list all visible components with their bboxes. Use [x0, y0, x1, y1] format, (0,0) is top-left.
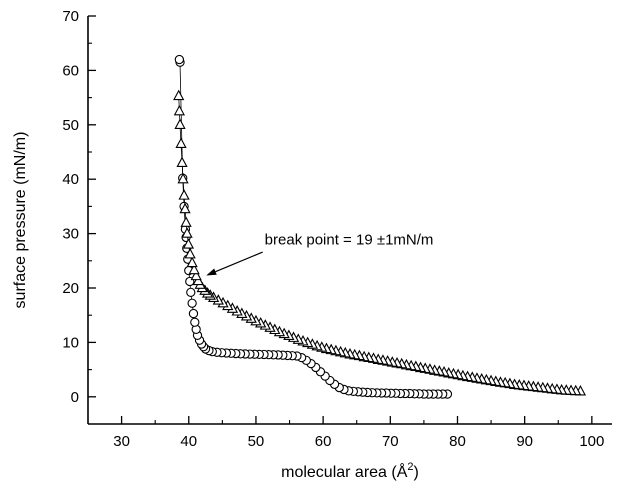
circle-marker — [187, 298, 197, 308]
x-tick-label: 40 — [180, 433, 197, 450]
annotation-text: break point = 19 ±1mN/m — [265, 231, 434, 248]
y-tick-label: 50 — [62, 117, 79, 134]
x-tick-label: 50 — [248, 433, 265, 450]
triangle-marker — [190, 269, 202, 281]
triangle-marker — [173, 104, 185, 116]
y-tick-label: 70 — [62, 8, 79, 25]
x-tick-label: 90 — [516, 433, 533, 450]
annotation: break point = 19 ±1mN/m — [206, 231, 434, 276]
circle-marker — [188, 308, 199, 319]
y-tick-label: 40 — [62, 171, 79, 188]
triangle-marker — [177, 172, 189, 184]
x-tick-label: 60 — [315, 433, 332, 450]
triangle-marker — [173, 89, 185, 101]
triangle-marker — [178, 189, 190, 200]
x-tick-label: 80 — [449, 433, 466, 450]
annotation-arrow-line — [215, 251, 263, 273]
circle-marker — [186, 287, 196, 298]
triangle-marker — [181, 227, 193, 238]
triangle-marker — [180, 216, 192, 227]
y-tick-label: 60 — [62, 62, 79, 79]
y-tick-label: 30 — [62, 226, 79, 243]
y-tick-label: 10 — [62, 334, 79, 351]
triangle-marker — [174, 118, 186, 129]
triangle-marker — [176, 156, 188, 168]
triangle-marker — [184, 247, 196, 259]
annotation-arrowhead — [206, 268, 217, 276]
x-axis-title: molecular area (Å2) — [281, 461, 419, 481]
y-tick-label: 0 — [71, 389, 79, 406]
x-axis-title-close: ) — [414, 464, 419, 481]
series-triangle-isotherm — [173, 89, 587, 396]
x-axis-title-superscript: 2 — [407, 461, 413, 473]
y-axis-title: surface pressure (mN/m) — [12, 132, 29, 309]
triangle-marker — [175, 137, 187, 148]
triangle-marker — [186, 256, 198, 268]
x-tick-label: 70 — [382, 433, 399, 450]
circle-marker — [174, 54, 185, 65]
circle-marker — [190, 317, 200, 327]
triangle-marker — [182, 238, 195, 249]
x-tick-label: 100 — [579, 433, 604, 450]
axes: 30 40 50 60 70 80 90 100 0 10 20 30 40 50 60 70 — [62, 8, 612, 450]
triangle-marker — [188, 263, 200, 275]
y-tick-label: 20 — [62, 280, 79, 297]
x-axis-title-main: molecular area (Å — [281, 462, 408, 481]
x-tick-label: 30 — [113, 433, 130, 450]
triangle-marker — [179, 202, 191, 214]
